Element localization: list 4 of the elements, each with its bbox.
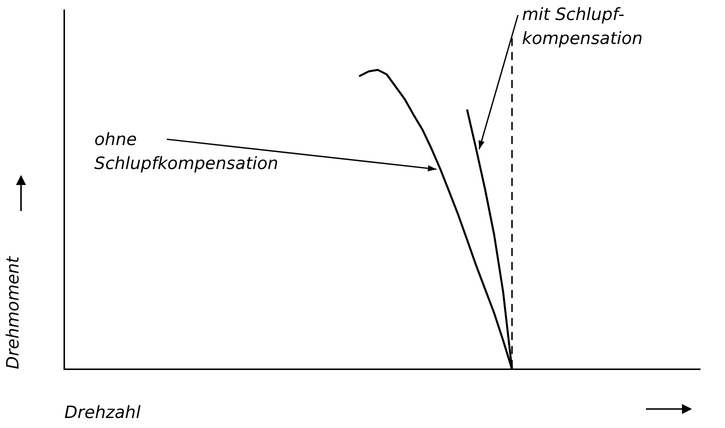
y-axis-title: Drehmoment [4,255,24,370]
text: mit Schlupf-kompensation [522,5,643,49]
x-axis-title: Drehzahl [64,403,141,424]
text: ohne Schlupfkompensation [94,130,278,174]
